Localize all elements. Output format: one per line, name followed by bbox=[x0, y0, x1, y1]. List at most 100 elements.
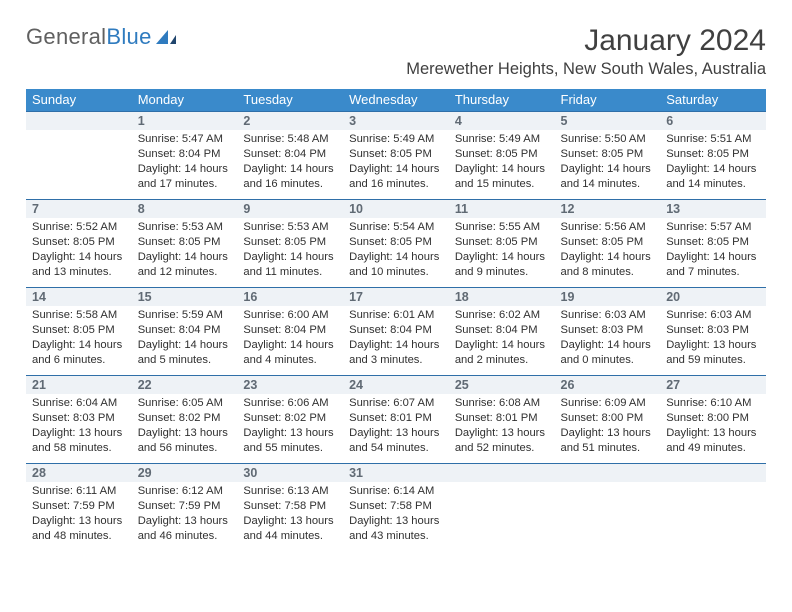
day-number: 3 bbox=[343, 112, 449, 130]
header: GeneralBlue January 2024 Merewether Heig… bbox=[26, 24, 766, 79]
calendar-day-cell: 25Sunrise: 6:08 AMSunset: 8:01 PMDayligh… bbox=[449, 376, 555, 464]
weekday-header: Wednesday bbox=[343, 89, 449, 112]
sunset-line: Sunset: 8:05 PM bbox=[243, 235, 337, 250]
daylight-line: Daylight: 14 hours and 7 minutes. bbox=[666, 250, 760, 280]
sunset-line: Sunset: 7:59 PM bbox=[138, 499, 232, 514]
sunset-line: Sunset: 7:58 PM bbox=[243, 499, 337, 514]
calendar-day-cell: 20Sunrise: 6:03 AMSunset: 8:03 PMDayligh… bbox=[660, 288, 766, 376]
daylight-line: Daylight: 13 hours and 59 minutes. bbox=[666, 338, 760, 368]
sunrise-line: Sunrise: 6:00 AM bbox=[243, 308, 337, 323]
weekday-header: Sunday bbox=[26, 89, 132, 112]
logo-text-1: General bbox=[26, 24, 106, 50]
daylight-line: Daylight: 14 hours and 0 minutes. bbox=[561, 338, 655, 368]
sunrise-line: Sunrise: 6:10 AM bbox=[666, 396, 760, 411]
daylight-line: Daylight: 13 hours and 43 minutes. bbox=[349, 514, 443, 544]
day-number: 6 bbox=[660, 112, 766, 130]
day-number: 12 bbox=[555, 200, 661, 218]
calendar-day-cell: 17Sunrise: 6:01 AMSunset: 8:04 PMDayligh… bbox=[343, 288, 449, 376]
sunset-line: Sunset: 8:05 PM bbox=[138, 235, 232, 250]
sunset-line: Sunset: 8:04 PM bbox=[138, 147, 232, 162]
day-details: Sunrise: 5:54 AMSunset: 8:05 PMDaylight:… bbox=[343, 218, 449, 282]
sunrise-line: Sunrise: 6:08 AM bbox=[455, 396, 549, 411]
calendar-day-cell: 13Sunrise: 5:57 AMSunset: 8:05 PMDayligh… bbox=[660, 200, 766, 288]
sunset-line: Sunset: 8:05 PM bbox=[349, 235, 443, 250]
sunrise-line: Sunrise: 5:56 AM bbox=[561, 220, 655, 235]
sunrise-line: Sunrise: 6:04 AM bbox=[32, 396, 126, 411]
sunrise-line: Sunrise: 5:57 AM bbox=[666, 220, 760, 235]
daylight-line: Daylight: 13 hours and 48 minutes. bbox=[32, 514, 126, 544]
day-details: Sunrise: 5:52 AMSunset: 8:05 PMDaylight:… bbox=[26, 218, 132, 282]
daylight-line: Daylight: 14 hours and 11 minutes. bbox=[243, 250, 337, 280]
calendar-day-cell: 6Sunrise: 5:51 AMSunset: 8:05 PMDaylight… bbox=[660, 112, 766, 200]
weekday-header: Thursday bbox=[449, 89, 555, 112]
day-number: 24 bbox=[343, 376, 449, 394]
calendar-day-cell bbox=[555, 464, 661, 552]
calendar-day-cell: 29Sunrise: 6:12 AMSunset: 7:59 PMDayligh… bbox=[132, 464, 238, 552]
sunset-line: Sunset: 8:05 PM bbox=[455, 147, 549, 162]
daylight-line: Daylight: 14 hours and 14 minutes. bbox=[666, 162, 760, 192]
day-details: Sunrise: 5:47 AMSunset: 8:04 PMDaylight:… bbox=[132, 130, 238, 194]
sunset-line: Sunset: 8:04 PM bbox=[349, 323, 443, 338]
logo-text-2: Blue bbox=[106, 24, 151, 50]
day-number: 10 bbox=[343, 200, 449, 218]
sunrise-line: Sunrise: 5:51 AM bbox=[666, 132, 760, 147]
sunrise-line: Sunrise: 5:48 AM bbox=[243, 132, 337, 147]
sunset-line: Sunset: 7:58 PM bbox=[349, 499, 443, 514]
calendar-week-row: 21 Sunrise: 6:04 AMSunset: 8:03 PM Dayligh… bbox=[26, 376, 766, 464]
day-details: Sunrise: 6:03 AMSunset: 8:03 PMDaylight:… bbox=[555, 306, 661, 370]
day-number: 4 bbox=[449, 112, 555, 130]
day-details: Sunrise: 5:59 AMSunset: 8:04 PMDaylight:… bbox=[132, 306, 238, 370]
calendar-day-cell: 3Sunrise: 5:49 AMSunset: 8:05 PMDaylight… bbox=[343, 112, 449, 200]
logo-sail-icon bbox=[154, 28, 180, 46]
sunrise-line: Sunrise: 5:54 AM bbox=[349, 220, 443, 235]
sunrise-line: Sunrise: 6:03 AM bbox=[666, 308, 760, 323]
calendar-day-cell: 16Sunrise: 6:00 AMSunset: 8:04 PMDayligh… bbox=[237, 288, 343, 376]
daylight-line: Daylight: 13 hours and 44 minutes. bbox=[243, 514, 337, 544]
sunrise-line: Sunrise: 6:14 AM bbox=[349, 484, 443, 499]
sunrise-line: Sunrise: 5:53 AM bbox=[138, 220, 232, 235]
calendar-week-row: 1Sunrise: 5:47 AMSunset: 8:04 PMDaylight… bbox=[26, 112, 766, 200]
sunrise-line: Sunrise: 6:13 AM bbox=[243, 484, 337, 499]
day-number: 31 bbox=[343, 464, 449, 482]
sunrise-line: Sunrise: 5:58 AM bbox=[32, 308, 126, 323]
day-number: 28 bbox=[26, 464, 132, 482]
day-details bbox=[660, 482, 766, 486]
sunset-line: Sunset: 8:04 PM bbox=[455, 323, 549, 338]
day-details: Sunrise: 5:48 AMSunset: 8:04 PMDaylight:… bbox=[237, 130, 343, 194]
sunset-line: Sunset: 8:00 PM bbox=[666, 411, 760, 426]
day-details: Sunrise: 6:02 AMSunset: 8:04 PMDaylight:… bbox=[449, 306, 555, 370]
sunset-line: Sunset: 8:04 PM bbox=[138, 323, 232, 338]
calendar-day-cell: 4Sunrise: 5:49 AMSunset: 8:05 PMDaylight… bbox=[449, 112, 555, 200]
calendar-day-cell: 22Sunrise: 6:05 AMSunset: 8:02 PMDayligh… bbox=[132, 376, 238, 464]
sunrise-line: Sunrise: 6:03 AM bbox=[561, 308, 655, 323]
daylight-line: Daylight: 13 hours and 46 minutes. bbox=[138, 514, 232, 544]
day-number: 25 bbox=[449, 376, 555, 394]
day-number: 8 bbox=[132, 200, 238, 218]
daylight-line: Daylight: 14 hours and 6 minutes. bbox=[32, 338, 126, 368]
calendar-body: 1Sunrise: 5:47 AMSunset: 8:04 PMDaylight… bbox=[26, 112, 766, 552]
day-details: Sunrise: 6:00 AMSunset: 8:04 PMDaylight:… bbox=[237, 306, 343, 370]
calendar-day-cell: 31 Sunrise: 6:14 AMSunset: 7:58 PMDayligh… bbox=[343, 464, 449, 552]
daylight-line: Daylight: 14 hours and 14 minutes. bbox=[561, 162, 655, 192]
sunset-line: Sunset: 8:03 PM bbox=[561, 323, 655, 338]
sunset-line: Sunset: 8:03 PM bbox=[32, 411, 126, 426]
sunrise-line: Sunrise: 6:11 AM bbox=[32, 484, 126, 499]
daylight-line: Daylight: 13 hours and 54 minutes. bbox=[349, 426, 443, 456]
day-number: 5 bbox=[555, 112, 661, 130]
day-details: Sunrise: 5:57 AMSunset: 8:05 PMDaylight:… bbox=[660, 218, 766, 282]
sunset-line: Sunset: 7:59 PM bbox=[32, 499, 126, 514]
day-number: 21 bbox=[26, 376, 132, 394]
day-number bbox=[555, 464, 661, 482]
daylight-line: Daylight: 14 hours and 3 minutes. bbox=[349, 338, 443, 368]
day-details: Sunrise: 5:49 AMSunset: 8:05 PMDaylight:… bbox=[449, 130, 555, 194]
sunrise-line: Sunrise: 5:49 AM bbox=[349, 132, 443, 147]
sunrise-line: Sunrise: 6:06 AM bbox=[243, 396, 337, 411]
location-subtitle: Merewether Heights, New South Wales, Aus… bbox=[406, 60, 766, 79]
day-number: 30 bbox=[237, 464, 343, 482]
weekday-header: Tuesday bbox=[237, 89, 343, 112]
daylight-line: Daylight: 14 hours and 5 minutes. bbox=[138, 338, 232, 368]
day-number: 26 bbox=[555, 376, 661, 394]
daylight-line: Daylight: 13 hours and 56 minutes. bbox=[138, 426, 232, 456]
calendar-day-cell: 9Sunrise: 5:53 AMSunset: 8:05 PMDaylight… bbox=[237, 200, 343, 288]
calendar-day-cell: 12Sunrise: 5:56 AMSunset: 8:05 PMDayligh… bbox=[555, 200, 661, 288]
